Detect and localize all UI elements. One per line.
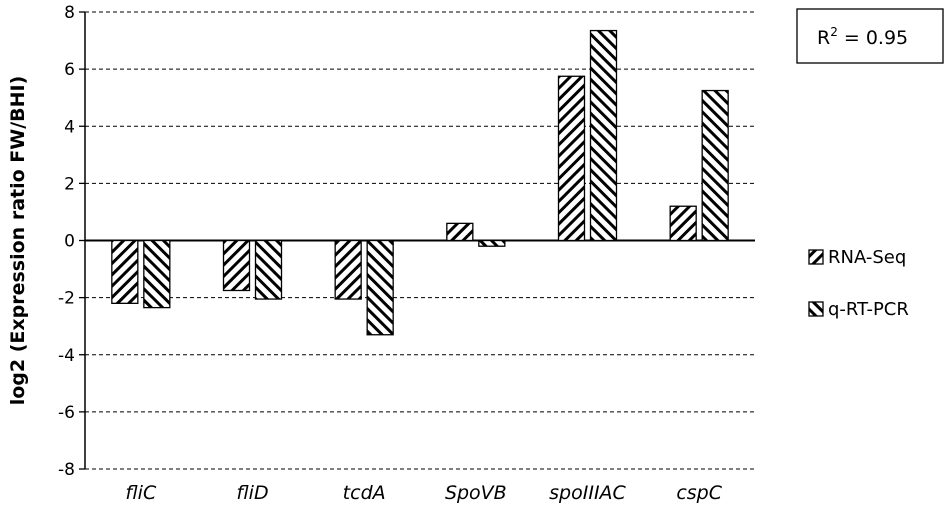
x-tick-label: fliD xyxy=(236,482,268,504)
legend: RNA-Seq q-RT-PCR xyxy=(808,247,909,320)
bar-tcdA-RNA-Seq xyxy=(334,239,362,300)
legend-label-rna-seq: RNA-Seq xyxy=(828,247,906,268)
bar-fliD-RNA-Seq xyxy=(222,239,251,292)
y-tick-label: -2 xyxy=(58,289,75,309)
r-squared-r: R xyxy=(817,27,830,49)
x-tick-label: spoIIIAC xyxy=(549,482,626,504)
bar-tcdA-q-RT-PCR xyxy=(366,239,394,336)
y-tick-label: -6 xyxy=(58,403,75,423)
x-tick-label: SpoVB xyxy=(445,482,507,504)
y-tick-label: 0 xyxy=(64,232,75,252)
bar-fliC-RNA-Seq xyxy=(111,239,139,304)
axis-labels: -8 -6 -4 -2 0 2 4 6 8 fliC fliD tcdA SpoVB spoIIIAC cs… xyxy=(58,3,723,504)
x-tick-label: tcdA xyxy=(343,482,386,504)
r-squared-box: R2 = 0.95 xyxy=(796,8,944,64)
legend-label-q-rt-pcr: q-RT-PCR xyxy=(828,299,909,320)
y-tick-label: 6 xyxy=(64,60,75,80)
bar-fliD-q-RT-PCR xyxy=(254,239,283,300)
bar-cspC-q-RT-PCR xyxy=(701,89,729,242)
y-axis-label: log2 (Expression ratio FW/BHI) xyxy=(7,76,29,406)
y-tick-label: 4 xyxy=(64,117,75,137)
r-squared-value: = 0.95 xyxy=(838,27,908,49)
legend-swatch-rna-seq xyxy=(808,249,824,265)
y-tick-label: 8 xyxy=(64,3,75,23)
axes xyxy=(79,11,755,470)
bar-cspC-RNA-Seq xyxy=(669,205,697,242)
bar-SpoVB-RNA-Seq xyxy=(446,222,474,242)
y-tick-label: 2 xyxy=(64,174,75,194)
bar-SpoVB-q-RT-PCR xyxy=(478,239,506,247)
bar-spoIIIAC-RNA-Seq xyxy=(557,75,586,242)
y-tick-label: -4 xyxy=(58,346,75,366)
legend-swatch-q-rt-pcr xyxy=(808,301,824,317)
x-tick-label: fliC xyxy=(125,482,157,504)
bar-fliC-q-RT-PCR xyxy=(143,239,171,309)
x-tick-label: cspC xyxy=(676,482,722,504)
bars xyxy=(111,29,729,336)
r-squared-text: R2 = 0.95 xyxy=(817,25,908,49)
bar-spoIIIAC-q-RT-PCR xyxy=(589,29,618,242)
r-squared-frame xyxy=(796,8,944,64)
r-squared-sup: 2 xyxy=(830,25,838,39)
y-tick-label: -8 xyxy=(58,460,75,480)
